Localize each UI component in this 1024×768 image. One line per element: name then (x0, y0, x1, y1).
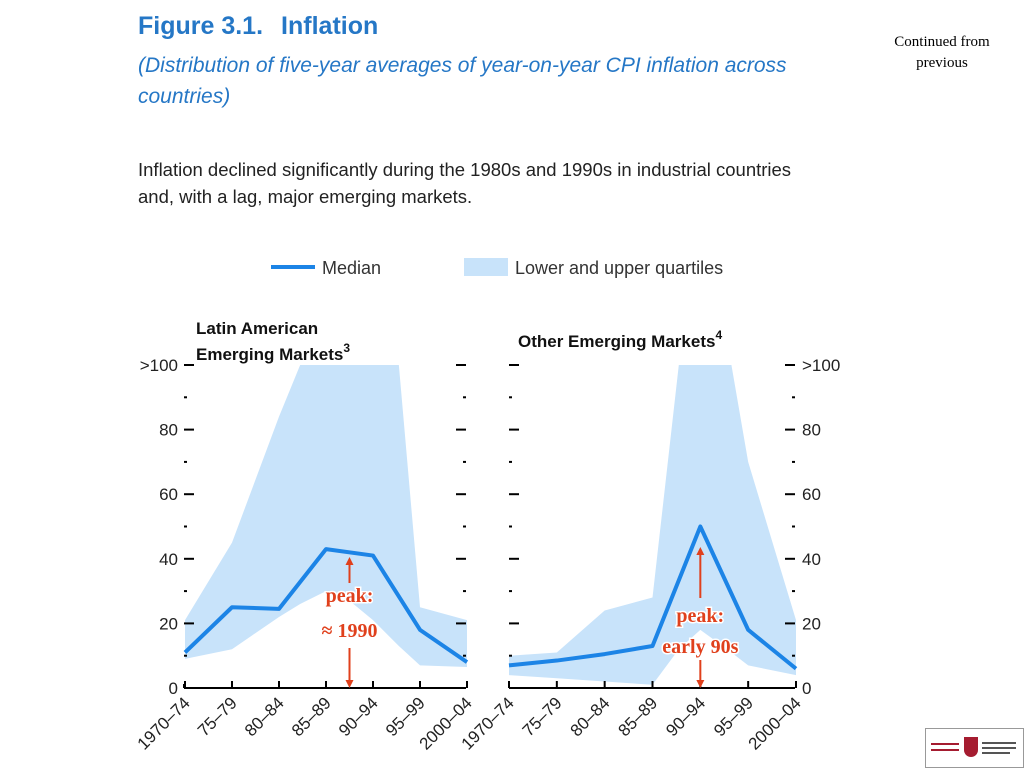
y-tick-label: 80 (159, 421, 178, 440)
x-tick-label: 85–89 (288, 693, 335, 740)
legend-quartiles-label: Lower and upper quartiles (515, 258, 723, 278)
y-tick-label: 80 (802, 421, 821, 440)
annotation-label: early 90s (662, 636, 738, 658)
panel-title-line: Other Emerging Markets (518, 332, 715, 351)
quartile-band (509, 365, 796, 685)
arrow-head-down-icon (345, 680, 354, 688)
x-tick-label: 90–94 (662, 693, 709, 740)
x-tick-label: 1970–74 (134, 693, 194, 753)
university-logo (925, 728, 1024, 768)
x-tick-label: 80–84 (567, 693, 614, 740)
y-tick-label: 40 (802, 550, 821, 569)
arrow-head-up-icon (345, 557, 354, 565)
x-tick-label: 90–94 (335, 693, 382, 740)
y-tick-label: 20 (159, 614, 178, 633)
y-tick-label: 60 (159, 485, 178, 504)
figure-subtitle: (Distribution of five-year averages of y… (138, 54, 787, 108)
panel-other-emerging: Other Emerging Markets4020406080>1001970… (458, 328, 841, 754)
panel-title-line: Emerging Markets (196, 345, 343, 364)
legend: Median Lower and upper quartiles (271, 258, 723, 278)
x-tick-label: 75–79 (194, 693, 241, 740)
panel-title: Other Emerging Markets4 (518, 328, 722, 351)
figure-number: Figure 3.1. (138, 12, 264, 40)
y-tick-label: 40 (159, 550, 178, 569)
median-line (508, 524, 798, 671)
legend-median-label: Median (322, 258, 381, 278)
panel-title-footnote: 4 (715, 328, 722, 342)
arrow-head-up-icon (696, 547, 705, 555)
annotation-label: peak: (676, 605, 724, 627)
figure-title: Figure 3.1. Inflation (138, 12, 378, 41)
y-tick-label: >100 (802, 356, 840, 375)
legend-quartiles-swatch (464, 258, 508, 276)
shield-icon (964, 737, 978, 757)
x-tick-label: 95–99 (710, 693, 757, 740)
x-tick-label: 85–89 (614, 693, 661, 740)
y-tick-label: >100 (140, 356, 178, 375)
x-tick-label: 80–84 (241, 693, 288, 740)
y-tick-label: 0 (802, 679, 811, 698)
x-tick-label: 2000–04 (745, 693, 805, 753)
panel-latin-american: Latin American Emerging Markets3 0 20 40 60 80… (134, 319, 476, 754)
median-line (183, 547, 469, 664)
panel-title-line: Latin American (196, 319, 318, 338)
figure-name: Inflation (281, 12, 379, 40)
panel-title: Latin American Emerging Markets3 (196, 319, 350, 364)
annotation-label: ≈ 1990 (322, 620, 378, 642)
y-tick-label: 60 (802, 485, 821, 504)
y-tick-label: 0 (169, 679, 178, 698)
y-tick-label: 20 (802, 614, 821, 633)
panel-title-footnote: 3 (343, 341, 350, 355)
continued-note: Continued from previous (894, 34, 990, 71)
annotation-label: peak: (326, 585, 374, 607)
arrow-head-down-icon (696, 680, 705, 688)
x-tick-label: 75–79 (519, 693, 566, 740)
figure-intro: Inflation declined significantly during … (138, 159, 792, 207)
